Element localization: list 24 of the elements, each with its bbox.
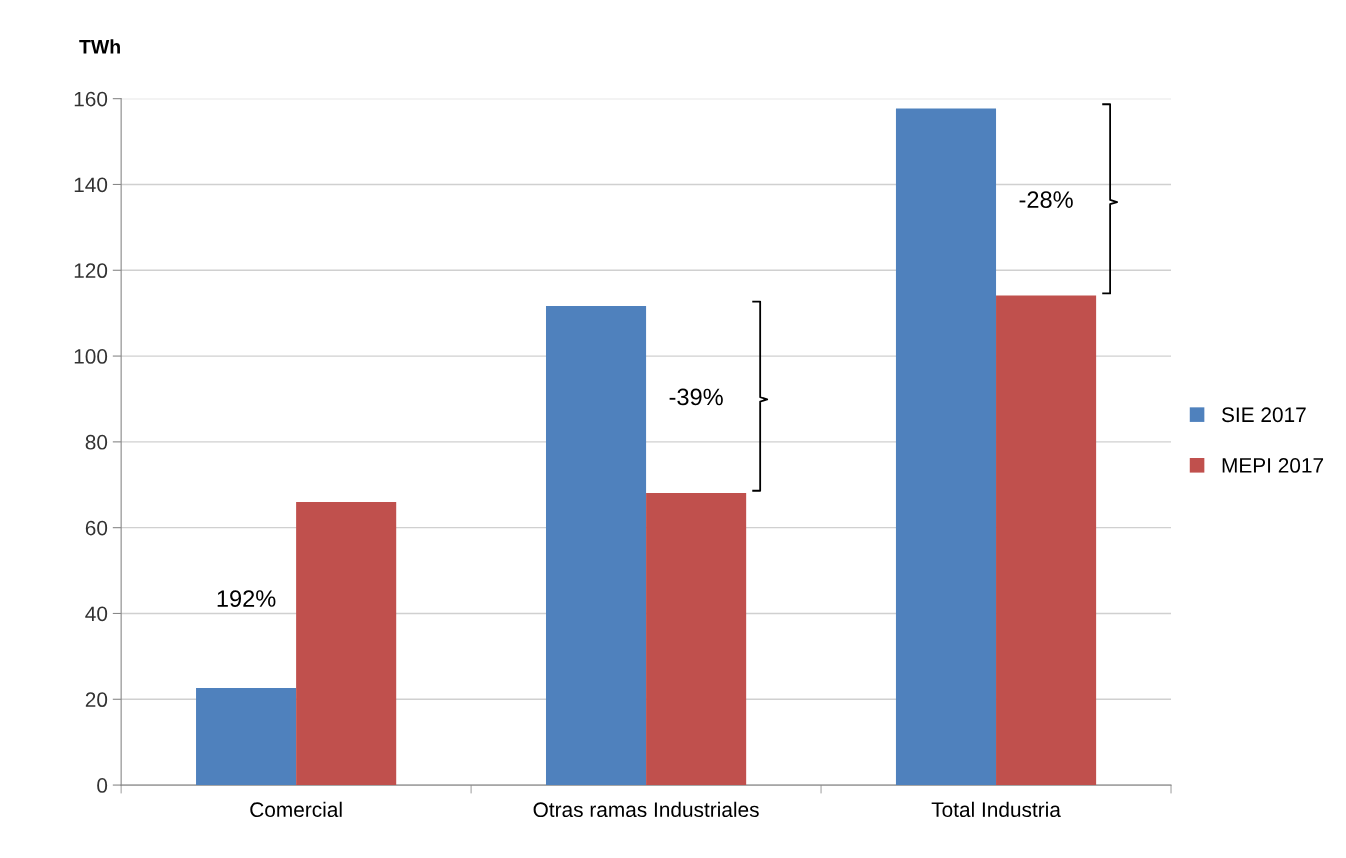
bar [196, 688, 297, 786]
bar [545, 305, 647, 786]
y-tick-label: 60 [85, 520, 108, 536]
y-tick-label: 120 [74, 263, 108, 279]
annotation: 192% [217, 590, 276, 607]
y-tick-label: 160 [74, 91, 108, 107]
y-tick-label: 100 [74, 349, 108, 364]
bar [996, 295, 1097, 786]
legend-label: SIE 2017 [1221, 407, 1306, 423]
annotation: -28% [1019, 191, 1073, 208]
y-tick-label: 20 [85, 692, 108, 708]
bar [296, 501, 397, 786]
y-tick-label: 0 [97, 778, 108, 793]
x-tick-label: Comercial [250, 801, 342, 818]
bar [646, 492, 747, 786]
y-tick-label: 80 [85, 434, 108, 450]
y-tick-label: 40 [85, 606, 108, 622]
y-tick-label: 140 [74, 177, 108, 193]
y-axis-title: TWh [79, 39, 120, 54]
x-tick-label: Otras ramas Industriales [533, 801, 759, 818]
annotation: -39% [669, 388, 723, 406]
legend-label: MEPI 2017 [1222, 458, 1324, 473]
bar [895, 108, 997, 786]
x-tick-label: Total Industria [931, 801, 1061, 818]
